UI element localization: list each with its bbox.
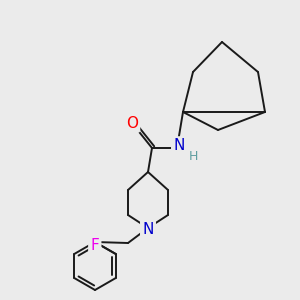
Text: N: N xyxy=(173,139,185,154)
Text: O: O xyxy=(126,116,138,130)
Text: F: F xyxy=(90,238,99,253)
Text: H: H xyxy=(188,151,198,164)
Text: N: N xyxy=(142,221,154,236)
